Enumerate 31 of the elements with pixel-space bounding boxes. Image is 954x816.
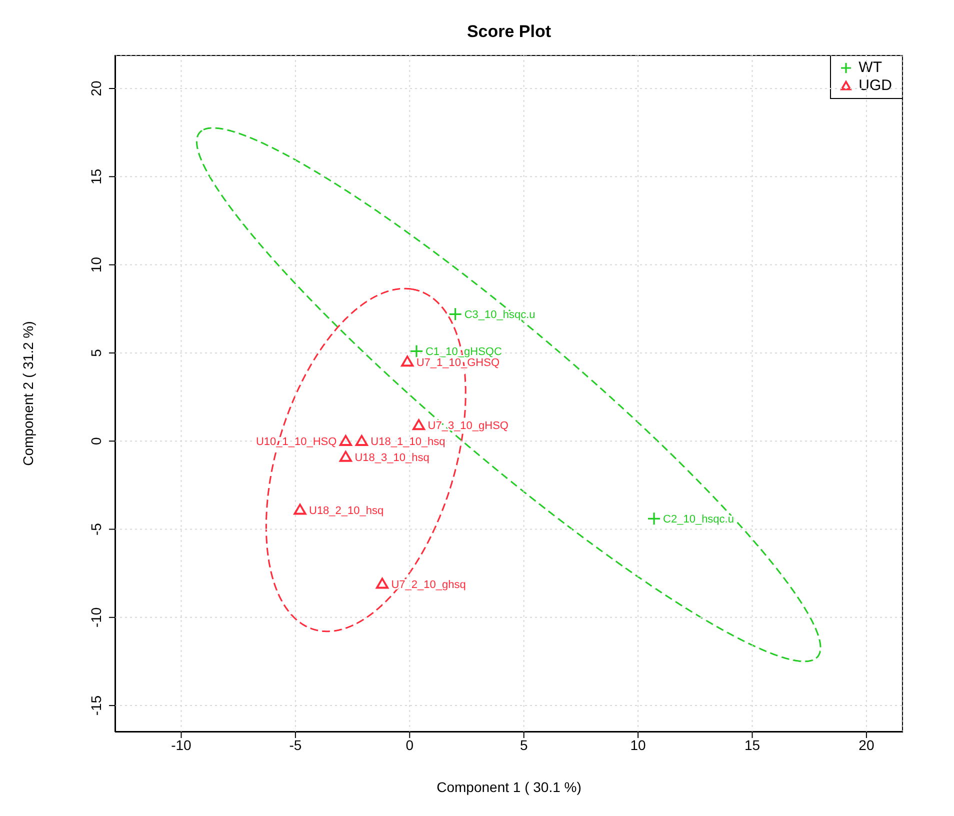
x-tick-label: 20 xyxy=(858,736,874,753)
x-tick-label: -5 xyxy=(289,736,302,753)
y-tick-label: 10 xyxy=(88,256,104,273)
annotation: U7_1_10_GHSQ xyxy=(416,356,500,369)
x-tick-label: 10 xyxy=(630,736,646,753)
y-axis-title: Component 2 ( 31.2 %) xyxy=(20,321,36,466)
y-tick-label: 0 xyxy=(88,437,104,445)
point xyxy=(648,512,660,525)
annotation: C3_10_hsqc.u xyxy=(464,309,536,322)
x-tick-label: 5 xyxy=(520,736,528,753)
x-tick-label: 0 xyxy=(406,736,414,753)
annotation: C2_10_hsqc.u xyxy=(663,514,734,526)
annotation: U18_3_10_hsq xyxy=(354,452,430,464)
y-tick-label: 5 xyxy=(88,348,104,357)
y-tick-label: -15 xyxy=(88,695,104,716)
point xyxy=(449,308,462,320)
y-tick-label: -10 xyxy=(88,607,104,628)
x-axis-title: Component 1 ( 30.1 %) xyxy=(436,779,582,795)
annotation: U10_1_10_HSQ xyxy=(256,436,338,448)
y-tick-label: 20 xyxy=(88,80,104,96)
legend-label: UGD xyxy=(858,77,892,95)
y-tick-label: 15 xyxy=(88,168,104,184)
point xyxy=(410,345,422,358)
y-tick-label: -5 xyxy=(88,522,104,536)
annotation: U18_1_10_hsq xyxy=(370,436,446,448)
annotation: U18_2_10_hsq xyxy=(309,504,384,517)
x-tick-label: -10 xyxy=(171,736,192,753)
legend-label: WT xyxy=(858,59,882,77)
annotation: U7_2_10_ghsq xyxy=(391,578,466,591)
chart-title: Score Plot xyxy=(466,22,552,42)
x-tick-label: 15 xyxy=(744,736,760,753)
